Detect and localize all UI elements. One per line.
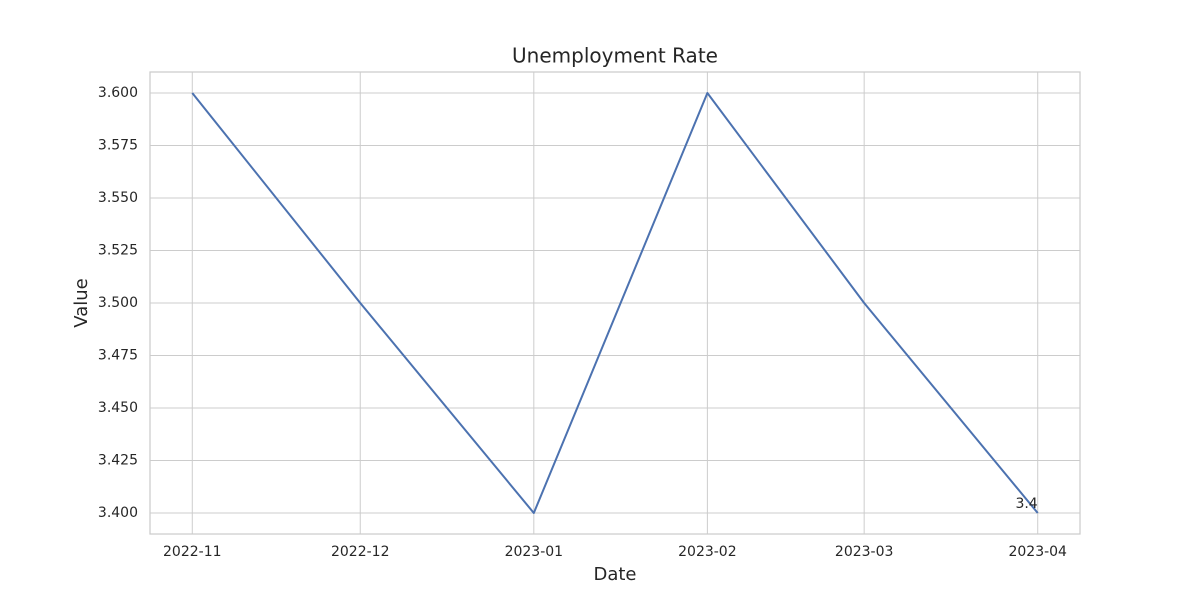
x-tick-label: 2022-11 — [163, 544, 222, 560]
y-tick-label: 3.425 — [98, 453, 138, 469]
y-tick-label: 3.400 — [98, 505, 138, 521]
y-axis-label: Value — [71, 278, 92, 327]
line — [191, 92, 1039, 514]
x-axis-label: Date — [593, 564, 636, 585]
y-tick-label: 3.500 — [98, 295, 138, 311]
y-tick-label: 3.475 — [98, 348, 138, 364]
y-tick-label: 3.450 — [98, 400, 138, 416]
y-tick-label: 3.575 — [98, 138, 138, 154]
plot-frame — [149, 71, 1081, 535]
x-tick-label: 2023-01 — [505, 544, 564, 560]
x-tick-label: 2023-03 — [835, 544, 894, 560]
y-tick-label: 3.525 — [98, 243, 138, 259]
data-label: 3.4 — [1015, 496, 1037, 512]
x-tick-label: 2023-04 — [1008, 544, 1067, 560]
y-tick-label: 3.600 — [98, 85, 138, 101]
x-tick-label: 2022-12 — [331, 544, 390, 560]
y-tick-label: 3.550 — [98, 190, 138, 206]
chart-title: Unemployment Rate — [512, 44, 718, 68]
x-tick-label: 2023-02 — [678, 544, 737, 560]
